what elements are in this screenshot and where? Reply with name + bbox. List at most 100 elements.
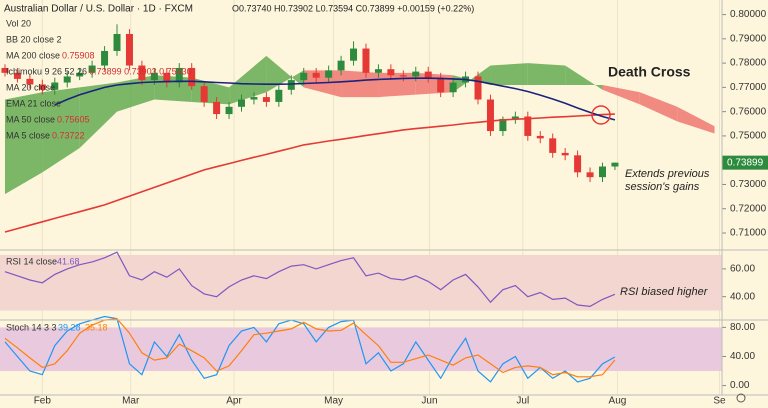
candle-body: [287, 80, 295, 90]
candle-body: [113, 33, 121, 51]
candle-body: [337, 60, 345, 71]
cloud-segment: [677, 106, 715, 134]
cloud-segment: [602, 84, 640, 105]
y-tick-label: 0.79000: [730, 33, 767, 44]
x-tick-label: Aug: [609, 396, 627, 407]
indicator-line: [4, 113, 615, 233]
x-tick-label: Se: [713, 396, 726, 407]
death-cross-marker: [591, 105, 611, 125]
y-tick-label: 0.75000: [730, 131, 767, 142]
candle-body: [362, 48, 370, 73]
candle-body: [300, 72, 308, 81]
ohlc: O0.73740 H0.73902 L0.73594 C0.73899 +0.0…: [232, 3, 474, 13]
candle-body: [449, 82, 457, 93]
candle-body: [312, 72, 320, 78]
y-tick-label: 60.00: [730, 264, 755, 275]
legend-name: Ichimoku 9 26 52 26: [6, 66, 87, 76]
candle-body: [38, 84, 46, 90]
candle-body: [387, 69, 395, 76]
cloud-segment: [4, 92, 43, 195]
cloud-segment: [565, 65, 603, 90]
cloud-segment: [229, 55, 267, 105]
cloud-segment: [378, 72, 416, 98]
legend-name: BB 20 close 2: [6, 34, 62, 44]
candle-body: [26, 78, 34, 85]
annotation: Death Cross: [608, 64, 691, 80]
candle-body: [350, 48, 358, 61]
candle-body: [474, 76, 482, 100]
legend-name: MA 20 close: [6, 82, 55, 92]
legend-value: 0.73722: [52, 130, 85, 140]
symbol-title: Australian Dollar / U.S. Dollar · 1D · F…: [4, 4, 193, 15]
annotation: Extends previous: [625, 168, 710, 180]
settings-button[interactable]: [736, 393, 746, 403]
y-tick-label: 0.77000: [730, 82, 767, 93]
candle-body: [275, 89, 283, 102]
x-tick-label: Jun: [421, 396, 437, 407]
legend-value: 0.73899 0.73903 0.75430: [89, 66, 192, 76]
cloud-segment: [79, 82, 118, 149]
y-tick-label: 0.78000: [730, 58, 767, 69]
candle-body: [175, 67, 183, 83]
cloud-segment: [154, 75, 192, 102]
indicator-title: RSI 14 close: [6, 256, 57, 266]
candle-body: [188, 67, 196, 87]
cloud-segment: [490, 63, 528, 85]
candle-body: [499, 118, 507, 132]
legend-value: 0.75908: [62, 50, 95, 60]
candle-body: [1, 67, 9, 73]
legend-name: Vol 20: [6, 18, 31, 28]
candle-body: [13, 72, 21, 79]
candle-body: [225, 106, 233, 115]
cloud-segment: [266, 55, 304, 93]
legend-value: 0.75605: [57, 114, 90, 124]
y-tick-label: 40.00: [730, 351, 755, 362]
last-price-label: 0.73899: [727, 157, 764, 168]
cloud-segment: [453, 65, 491, 93]
candle-body: [611, 162, 619, 167]
candle-body: [524, 116, 532, 136]
candle-body: [213, 101, 221, 115]
legend-name: MA 200 close: [6, 50, 60, 60]
y-tick-label: 0.72000: [730, 203, 767, 214]
x-tick-label: Feb: [34, 396, 52, 407]
x-tick-label: Apr: [226, 396, 242, 407]
last-price-box: [722, 155, 768, 170]
indicator-value: 41.68: [57, 256, 80, 266]
indicator-title: Stoch 14 3 3: [6, 322, 57, 332]
annotation: RSI biased higher: [620, 286, 709, 298]
candle-body: [574, 155, 582, 173]
x-tick-label: Mar: [122, 396, 140, 407]
y-tick-label: 80.00: [730, 322, 755, 333]
candle-body: [88, 65, 96, 73]
cloud-segment: [42, 87, 80, 173]
candle-body: [437, 77, 445, 93]
cloud-segment: [639, 92, 678, 122]
candle-body: [412, 71, 420, 77]
candle-body: [325, 70, 333, 78]
indicator-line: [54, 77, 616, 121]
y-tick-label: 0.71000: [730, 228, 767, 239]
y-tick-label: 0.00: [730, 380, 750, 391]
x-tick-label: May: [324, 396, 343, 407]
cloud-segment: [527, 63, 566, 85]
candle-body: [424, 71, 432, 78]
candle-body: [549, 138, 557, 153]
indicator-value: 39.28: [58, 322, 81, 332]
candle-body: [163, 72, 171, 83]
indicator-line: [4, 251, 616, 308]
candle-body: [511, 116, 519, 119]
candle-body: [150, 72, 158, 81]
legend-name: MA 50 close: [6, 114, 55, 124]
candle-body: [125, 33, 133, 66]
x-tick-label: Jul: [516, 396, 529, 407]
candle-body: [486, 99, 494, 132]
cloud-segment: [415, 72, 454, 95]
candle-body: [262, 97, 270, 102]
indicator-value: 35.18: [85, 322, 108, 332]
candle-body: [586, 172, 594, 178]
y-tick-label: 0.73000: [730, 179, 767, 190]
candle-body: [63, 76, 71, 83]
band: [0, 255, 722, 311]
